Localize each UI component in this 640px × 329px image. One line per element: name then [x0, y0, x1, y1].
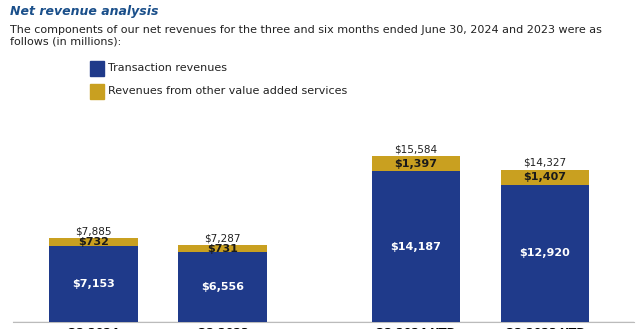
Text: Revenues from other value added services: Revenues from other value added services	[108, 86, 347, 96]
Bar	[372, 156, 460, 171]
Text: $12,920: $12,920	[520, 248, 570, 259]
Text: $7,153: $7,153	[72, 279, 115, 289]
Text: $1,407: $1,407	[524, 172, 566, 182]
Bar	[178, 252, 267, 322]
Text: $1,397: $1,397	[394, 159, 437, 168]
Text: $731: $731	[207, 243, 238, 254]
Text: Net revenue analysis: Net revenue analysis	[10, 5, 158, 18]
Bar	[49, 246, 138, 322]
Bar	[500, 185, 589, 322]
Bar	[49, 238, 138, 246]
Text: $7,287: $7,287	[204, 233, 241, 243]
Text: The components of our net revenues for the three and six months ended June 30, 2: The components of our net revenues for t…	[10, 25, 602, 46]
Bar	[372, 171, 460, 322]
Text: $14,327: $14,327	[524, 158, 566, 168]
Text: $14,187: $14,187	[390, 242, 442, 252]
Text: $15,584: $15,584	[394, 144, 438, 155]
Text: $6,556: $6,556	[201, 282, 244, 292]
Text: Transaction revenues: Transaction revenues	[108, 63, 227, 73]
Text: $7,885: $7,885	[75, 227, 111, 237]
Bar	[178, 245, 267, 252]
Text: $732: $732	[78, 237, 109, 247]
Bar	[500, 169, 589, 185]
